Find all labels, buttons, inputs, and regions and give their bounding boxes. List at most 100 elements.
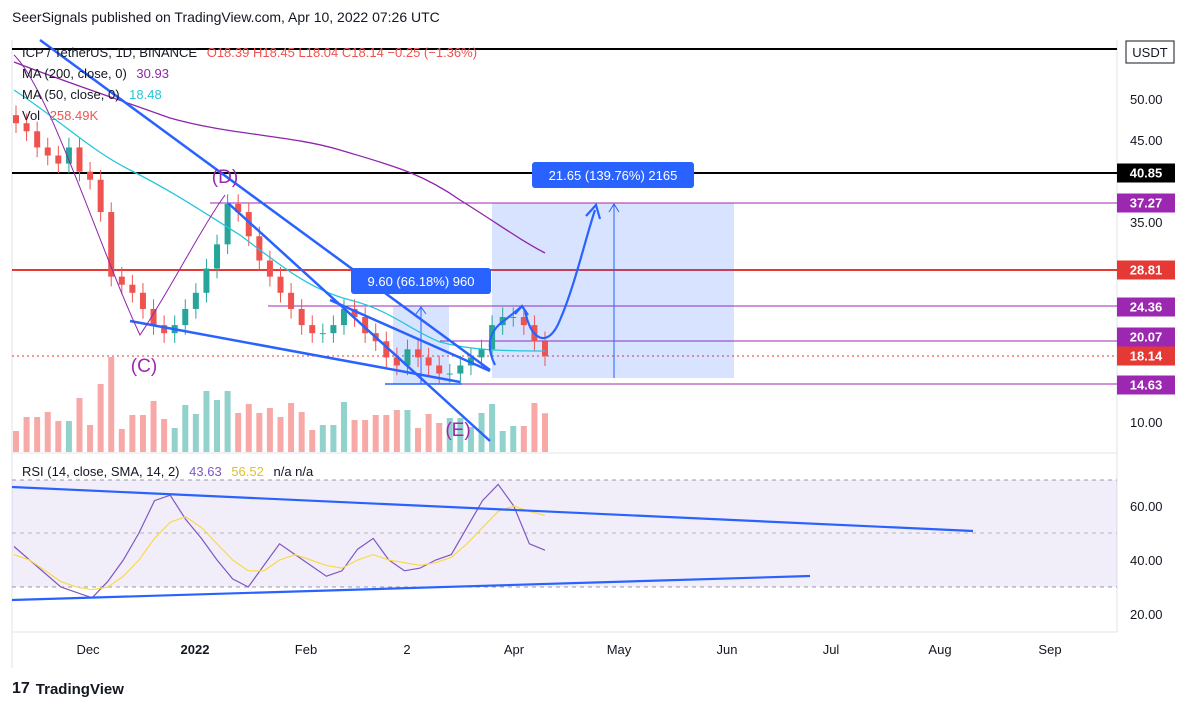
measure-box-big[interactable] (492, 203, 734, 378)
candle-body (214, 244, 221, 269)
candle-body (34, 131, 41, 148)
candle-body (266, 260, 273, 277)
candle-body (44, 147, 51, 156)
y-tick-10: 10.00 (1130, 415, 1163, 430)
legend-rsi-na: n/a n/a (273, 464, 314, 479)
trendline-upper-wedge[interactable] (39, 38, 491, 372)
candle-body (203, 268, 210, 293)
measure-arrowhead-big (608, 203, 620, 213)
candle-body (288, 292, 295, 309)
rsi-tick-60: 60.00 (1130, 499, 1163, 514)
ma50-line (13, 89, 546, 352)
legend-vol-row[interactable]: Vol 258.49K (22, 108, 98, 123)
wave-e-label: (E) (445, 420, 470, 441)
x-tick-label: Apr (504, 642, 525, 657)
candle-body (489, 325, 496, 350)
candle-body (478, 349, 485, 358)
rsi-trendline-upper[interactable] (11, 485, 974, 533)
publish-header: SeerSignals published on TradingView.com… (12, 9, 440, 25)
candle-body (139, 292, 146, 309)
price-badge (1117, 375, 1175, 395)
trendline-inner-cross[interactable] (329, 298, 491, 373)
legend-vol-value: 258.49K (49, 108, 99, 123)
volume-bar (256, 413, 263, 452)
volume-bar (44, 412, 51, 452)
volume-bar (510, 426, 517, 452)
candle-body (330, 325, 337, 334)
volume-bar (330, 425, 337, 452)
volume-bar (182, 405, 189, 452)
wave-d-label: (D) (212, 167, 238, 188)
y-tick-50: 50.00 (1130, 92, 1163, 107)
rsi-line (13, 483, 546, 599)
price-badge-label: 14.63 (1130, 378, 1163, 393)
volume-bar (214, 400, 221, 452)
x-tick-label: Aug (928, 642, 951, 657)
volume-bar (467, 427, 474, 452)
volume-bar (87, 425, 94, 452)
legend-rsi-ma-value: 56.52 (231, 464, 264, 479)
volume-bar (383, 415, 390, 452)
candle-body (118, 276, 125, 285)
price-pane[interactable] (12, 40, 1117, 450)
volume-bar (192, 414, 199, 452)
volume-bar (309, 430, 316, 452)
legend-vol-label: Vol (22, 108, 41, 123)
rsi-trendline-lower[interactable] (11, 574, 811, 602)
trendline-lower-wedge[interactable] (129, 319, 461, 384)
price-badge-label: 37.27 (1130, 196, 1163, 211)
x-tick-label: Sep (1038, 642, 1061, 657)
candle-body (510, 317, 517, 319)
volume-bar (351, 420, 358, 452)
currency-box[interactable] (1125, 40, 1175, 64)
candle-body (351, 308, 358, 318)
volume-bar (288, 403, 295, 452)
volume-bar (224, 391, 231, 452)
y-tick-45: 45.00 (1130, 133, 1163, 148)
candle-body (13, 115, 19, 124)
legend-rsi-row[interactable]: RSI (14, close, SMA, 14, 2) 43.63 56.52 … (22, 464, 313, 479)
measure-label-small-bg (351, 268, 491, 294)
candle-body (362, 317, 369, 334)
footer-branding[interactable]: 17 TradingView (12, 680, 124, 698)
volume-bar (266, 408, 273, 452)
time-axis: Dec 2022 Feb 2 Apr May Jun Jul Aug Sep (76, 642, 1061, 657)
ma200-line (13, 61, 546, 254)
volume-bar (97, 384, 104, 452)
legend-ma50-value: 18.48 (129, 87, 162, 102)
candle-body (404, 349, 411, 366)
volume-bar (171, 428, 178, 452)
volume-bar (340, 402, 347, 452)
legend-symbol-row[interactable]: ICP / TetherUS, 1D, BINANCE O18.39 H18.4… (22, 45, 477, 60)
price-badge (1117, 260, 1175, 280)
legend-symbol: ICP / TetherUS, 1D, BINANCE (22, 45, 198, 60)
x-tick-label: 2 (403, 642, 410, 657)
candle-body (182, 308, 189, 326)
candle-body (97, 179, 104, 213)
legend-rsi-label: RSI (14, close, SMA, 14, 2) (22, 464, 180, 479)
candle-body (55, 155, 62, 164)
volume-bar (235, 413, 242, 452)
candle-body (150, 308, 157, 326)
candle-body (425, 357, 432, 366)
volume-bar (108, 357, 115, 452)
legend-ohlc: O18.39 H18.45 L18.04 C18.14 −0.25 (−1.36… (206, 45, 478, 60)
legend-ma50-row[interactable]: MA (50, close, 0) 18.48 (22, 87, 162, 102)
x-tick-label: Feb (295, 642, 317, 657)
volume-bar (319, 425, 326, 452)
volume-bar (245, 404, 252, 452)
legend-ma200-value: 30.93 (136, 66, 169, 81)
trendline-inner-upper[interactable] (227, 202, 491, 442)
candle-body (87, 171, 94, 180)
candle-body (319, 333, 326, 335)
x-tick-label: May (607, 642, 632, 657)
price-badge (1117, 193, 1175, 213)
candle-body (65, 147, 72, 164)
price-badge-label: 28.81 (1130, 263, 1163, 278)
candle-body (393, 357, 400, 366)
legend-ma200-row[interactable]: MA (200, close, 0) 30.93 (22, 66, 169, 81)
price-badge (1117, 297, 1175, 317)
volume-bar (520, 426, 527, 452)
x-tick-label: 2022 (181, 642, 210, 657)
